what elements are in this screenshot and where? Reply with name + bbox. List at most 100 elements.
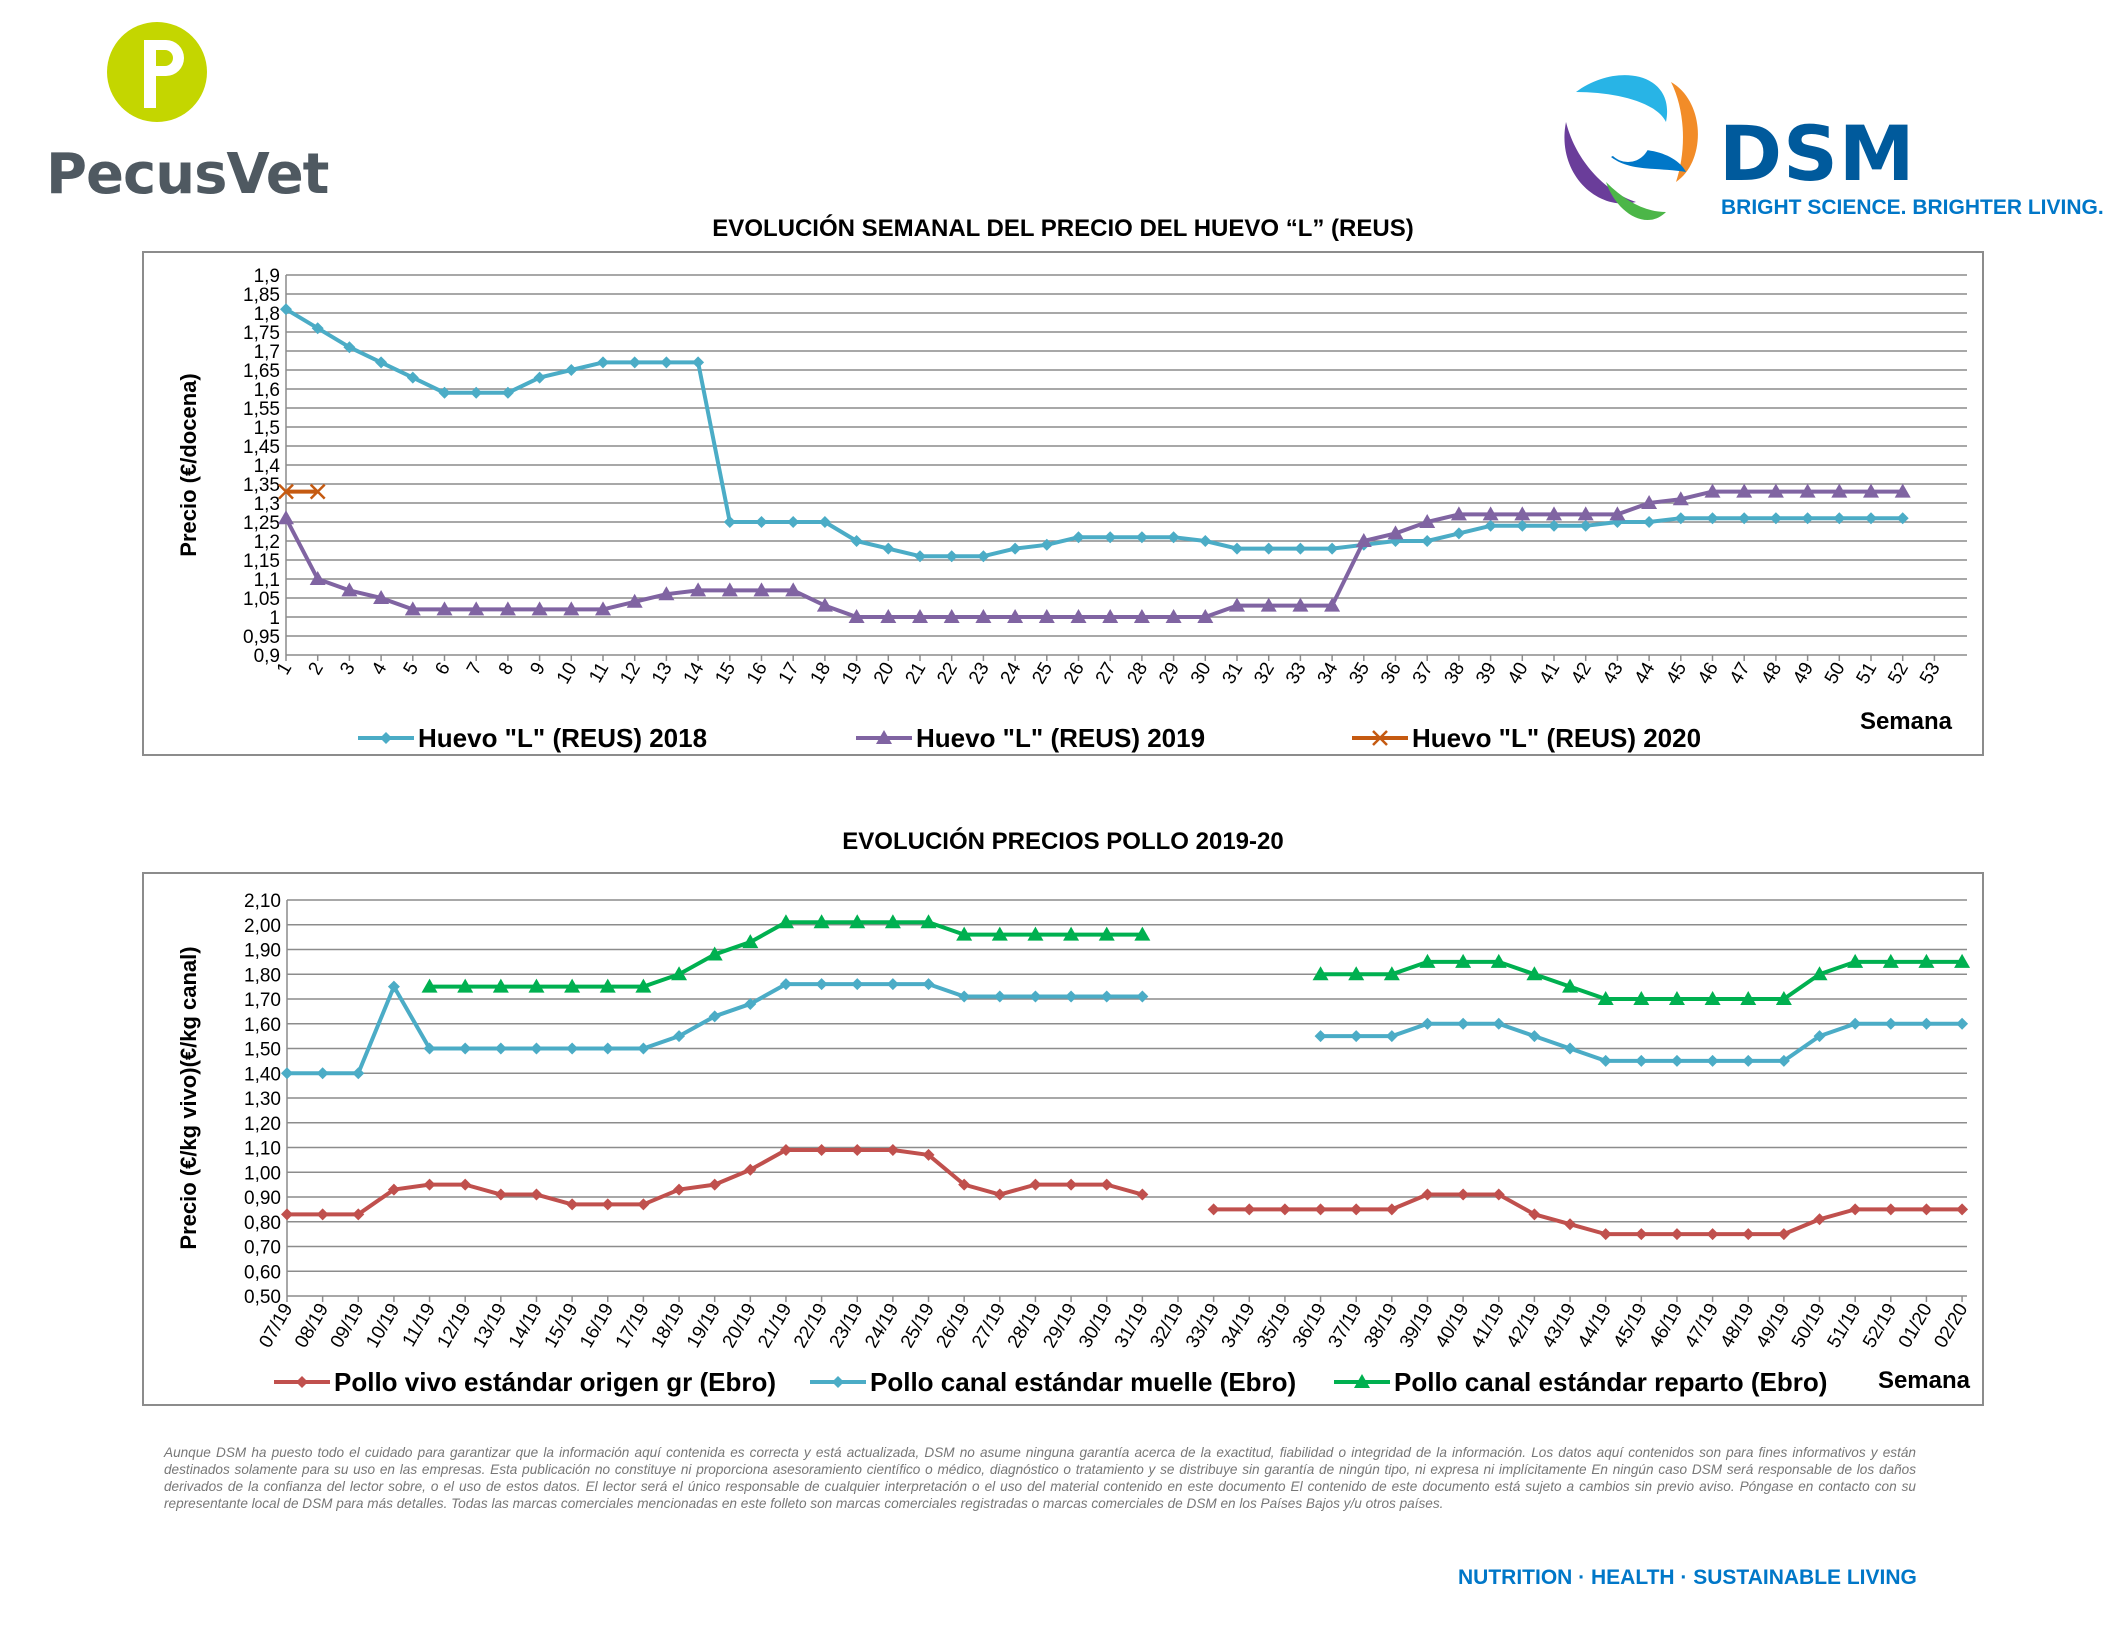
data-point bbox=[886, 1143, 899, 1156]
x-tick-label: 7 bbox=[463, 659, 486, 679]
data-point bbox=[343, 341, 356, 354]
x-tick-label: 1 bbox=[273, 659, 296, 679]
data-point bbox=[494, 1188, 507, 1201]
data-point bbox=[721, 582, 738, 597]
data-point bbox=[280, 303, 292, 316]
x-axis-title: Semana bbox=[1860, 708, 1953, 735]
x-tick-label: 36 bbox=[1377, 659, 1406, 688]
data-point bbox=[1777, 1054, 1790, 1067]
data-point bbox=[1564, 1042, 1577, 1055]
x-tick-label: 34/19 bbox=[1218, 1300, 1260, 1352]
data-point bbox=[494, 1042, 507, 1055]
egg-chart-title: EVOLUCIÓN SEMANAL DEL PRECIO DEL HUEVO “… bbox=[712, 215, 1414, 242]
x-tick-label: 16 bbox=[743, 659, 772, 688]
x-tick-label: 18/19 bbox=[647, 1300, 689, 1352]
x-tick-label: 32 bbox=[1250, 659, 1279, 688]
data-point bbox=[1136, 1188, 1149, 1201]
data-point bbox=[459, 1178, 472, 1191]
legend-swatch-marker bbox=[876, 730, 892, 744]
data-point bbox=[1514, 506, 1531, 521]
dsm-swirl-icon bbox=[1564, 75, 1698, 221]
data-point bbox=[352, 1067, 365, 1080]
y-tick-label: 1,5 bbox=[254, 418, 280, 439]
data-point bbox=[1104, 531, 1117, 544]
x-tick-label: 51 bbox=[1853, 659, 1882, 688]
data-point bbox=[1641, 495, 1658, 509]
data-point bbox=[1314, 1030, 1327, 1043]
data-point bbox=[958, 990, 971, 1003]
data-point bbox=[1672, 491, 1689, 506]
data-point bbox=[530, 1042, 543, 1055]
data-point bbox=[1312, 966, 1329, 981]
data-point bbox=[1742, 1054, 1755, 1067]
data-point bbox=[692, 356, 705, 369]
data-point bbox=[530, 1188, 543, 1201]
x-tick-label: 52 bbox=[1884, 659, 1913, 688]
x-tick-label: 17 bbox=[775, 659, 804, 688]
x-tick-label: 13 bbox=[648, 659, 677, 688]
data-point bbox=[1355, 533, 1372, 547]
x-tick-label: 50/19 bbox=[1788, 1300, 1830, 1352]
x-tick-label: 26/19 bbox=[933, 1300, 975, 1352]
data-point bbox=[564, 978, 581, 993]
x-tick-label: 42 bbox=[1567, 659, 1596, 688]
data-point bbox=[1452, 527, 1465, 540]
x-tick-label: 16/19 bbox=[576, 1300, 618, 1352]
data-point bbox=[309, 571, 326, 585]
x-tick-label: 33 bbox=[1282, 659, 1311, 688]
data-point bbox=[311, 322, 324, 335]
data-point bbox=[1564, 1218, 1577, 1231]
data-point bbox=[723, 516, 736, 528]
data-point bbox=[1492, 1188, 1505, 1201]
x-tick-label: 5 bbox=[400, 659, 423, 679]
data-point bbox=[1833, 512, 1846, 525]
x-tick-label: 12 bbox=[616, 659, 645, 688]
data-point bbox=[278, 510, 294, 525]
data-point bbox=[742, 934, 759, 949]
data-point bbox=[991, 926, 1008, 941]
data-point bbox=[1884, 1017, 1897, 1030]
data-point bbox=[1831, 483, 1848, 498]
data-point bbox=[565, 364, 578, 376]
data-point bbox=[1385, 1203, 1398, 1216]
legend-swatch-marker bbox=[1354, 1374, 1370, 1388]
x-tick-label: 37/19 bbox=[1325, 1300, 1367, 1352]
data-point bbox=[1167, 531, 1180, 544]
data-point bbox=[1038, 609, 1055, 623]
data-point bbox=[920, 914, 937, 929]
data-point bbox=[1882, 953, 1899, 968]
data-point bbox=[1799, 483, 1816, 498]
y-tick-label: 1,30 bbox=[244, 1089, 281, 1110]
data-point bbox=[1098, 926, 1115, 941]
data-point bbox=[1243, 1203, 1256, 1216]
data-point bbox=[352, 1208, 365, 1221]
data-point bbox=[375, 356, 388, 369]
data-point bbox=[660, 356, 673, 369]
data-point bbox=[1229, 597, 1245, 612]
x-tick-label: 39 bbox=[1472, 659, 1501, 688]
x-tick-label: 31/19 bbox=[1111, 1300, 1153, 1352]
legend-label: Pollo vivo estándar origen gr (Ebro) bbox=[334, 1367, 776, 1397]
data-point bbox=[1777, 1228, 1790, 1241]
x-tick-label: 40/19 bbox=[1431, 1300, 1473, 1352]
data-point bbox=[956, 926, 973, 941]
pecusvet-wordmark: PecusVet bbox=[46, 142, 329, 207]
data-point bbox=[1457, 1188, 1470, 1201]
x-tick-label: 52/19 bbox=[1859, 1300, 1901, 1352]
series-line bbox=[287, 982, 1143, 1076]
x-tick-label: 40 bbox=[1504, 659, 1533, 688]
x-tick-label: 8 bbox=[495, 659, 518, 679]
dsm-wordmark: DSM bbox=[1719, 109, 1916, 198]
data-point bbox=[1920, 1017, 1933, 1030]
x-tick-label: 2 bbox=[305, 659, 328, 679]
x-tick-label: 3 bbox=[336, 659, 359, 679]
y-tick-label: 1,15 bbox=[243, 551, 280, 572]
y-tick-label: 1,6 bbox=[254, 380, 280, 401]
data-point bbox=[1314, 1203, 1327, 1216]
x-tick-label: 36/19 bbox=[1289, 1300, 1331, 1352]
data-point bbox=[468, 601, 485, 616]
data-point bbox=[531, 601, 548, 616]
data-point bbox=[1421, 535, 1434, 547]
data-point bbox=[316, 1067, 329, 1080]
dsm-logo: DSM BRIGHT SCIENCE. BRIGHTER LIVING. bbox=[1556, 62, 2104, 242]
